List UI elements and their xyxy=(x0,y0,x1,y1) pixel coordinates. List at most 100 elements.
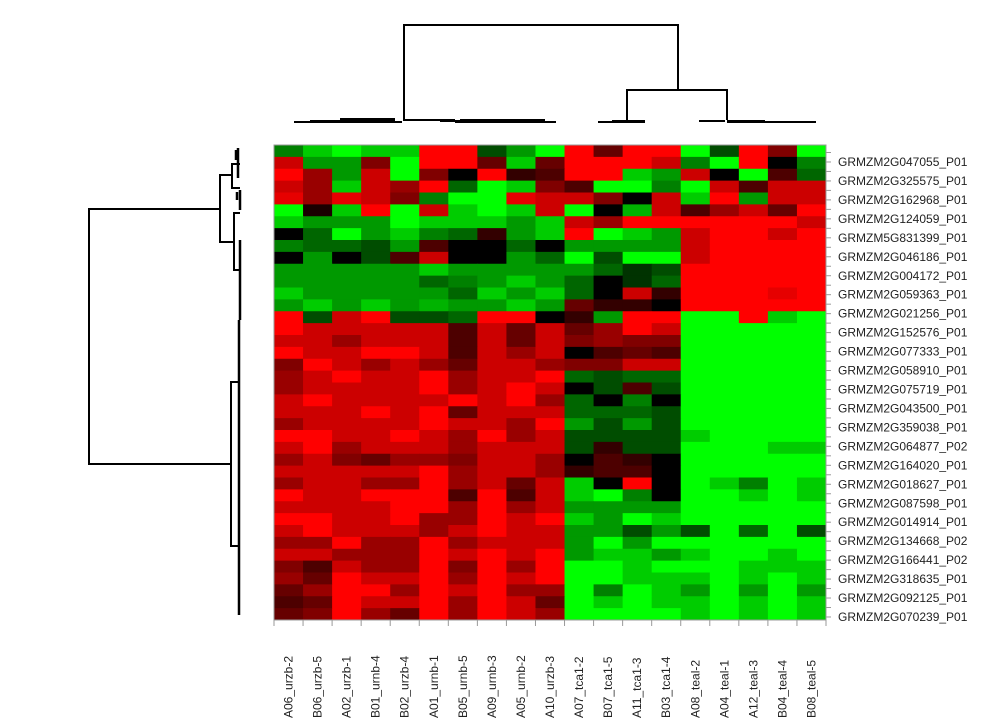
heatmap-cell xyxy=(651,560,682,573)
heatmap-cell xyxy=(303,263,333,277)
heatmap-cell xyxy=(564,560,595,573)
heatmap-cell xyxy=(332,192,362,205)
heatmap-cell xyxy=(796,572,827,585)
heatmap-cell xyxy=(274,501,304,514)
heatmap-cell xyxy=(593,525,624,538)
heatmap-cell xyxy=(274,465,304,478)
heatmap-cell xyxy=(448,596,478,609)
heatmap-cell xyxy=(593,584,624,597)
heatmap-cell xyxy=(419,192,449,205)
heatmap-cell xyxy=(564,584,595,597)
heatmap-cell xyxy=(535,548,566,562)
heatmap-cell xyxy=(361,180,391,193)
row-label: GRMZM2G004172_P01 xyxy=(838,269,968,283)
heatmap-cell xyxy=(419,489,449,502)
heatmap-cell xyxy=(303,418,333,431)
heatmap-cell xyxy=(448,358,478,372)
column-label: A12_teal-3 xyxy=(746,660,760,718)
heatmap-cell xyxy=(332,168,362,182)
heatmap-cell xyxy=(651,346,682,360)
heatmap-cell xyxy=(274,441,304,455)
heatmap-cell xyxy=(448,441,478,455)
heatmap-cell xyxy=(709,596,740,609)
heatmap-cell xyxy=(680,536,711,550)
heatmap-cell xyxy=(506,358,536,372)
heatmap-cell xyxy=(709,418,740,431)
heatmap-cell xyxy=(448,489,478,502)
heatmap-cell xyxy=(361,489,391,502)
heatmap-cell xyxy=(738,346,769,360)
heatmap-cell xyxy=(709,453,740,467)
heatmap-cell xyxy=(274,180,304,193)
heatmap-cell xyxy=(361,382,391,395)
heatmap-cell xyxy=(361,453,391,467)
heatmap-cell xyxy=(390,525,420,538)
column-label: A04_teal-1 xyxy=(717,660,731,718)
heatmap-cell xyxy=(419,180,449,193)
heatmap-cell xyxy=(506,394,536,407)
heatmap-cell xyxy=(274,358,304,372)
heatmap-cell xyxy=(680,584,711,597)
heatmap-cell xyxy=(680,228,711,241)
heatmap-cell xyxy=(419,608,449,621)
heatmap-cell xyxy=(332,441,362,455)
heatmap-cell xyxy=(448,156,478,170)
heatmap-cell xyxy=(564,192,595,205)
heatmap-cell xyxy=(419,228,449,241)
heatmap-cell xyxy=(361,584,391,597)
heatmap-cell xyxy=(332,584,362,597)
heatmap-cell xyxy=(477,263,507,277)
heatmap-cell xyxy=(506,204,536,217)
heatmap-cell xyxy=(535,275,566,288)
heatmap-cell xyxy=(651,311,682,324)
heatmap-cell xyxy=(767,156,798,170)
heatmap-cell xyxy=(477,145,507,158)
heatmap-cell xyxy=(332,525,362,538)
heatmap-cell xyxy=(448,228,478,241)
heatmap-cell xyxy=(622,608,653,621)
heatmap-cell xyxy=(274,145,304,158)
heatmap-cell xyxy=(361,465,391,478)
heatmap-cell xyxy=(622,370,653,383)
heatmap-cell xyxy=(419,156,449,170)
heatmap-cell xyxy=(593,204,624,217)
heatmap-cell xyxy=(796,323,827,336)
heatmap-cell xyxy=(274,418,304,431)
heatmap-cell xyxy=(274,346,304,360)
heatmap-cell xyxy=(361,525,391,538)
heatmap-cell xyxy=(622,204,653,217)
row-label: GRMZM2G087598_P01 xyxy=(838,496,968,510)
heatmap-cell xyxy=(738,596,769,609)
heatmap-cell xyxy=(738,453,769,467)
column-label: B03_tca1-4 xyxy=(659,656,673,718)
row-labels: GRMZM2G047055_P01 GRMZM2G325575_P01 GRMZM2… xyxy=(838,155,968,624)
heatmap-cell xyxy=(448,311,478,324)
heatmap-cell xyxy=(361,477,391,490)
heatmap-cell xyxy=(448,287,478,300)
heatmap-cell xyxy=(709,358,740,372)
heatmap-cell xyxy=(767,536,798,550)
heatmap-cell xyxy=(535,536,566,550)
heatmap-cell xyxy=(361,572,391,585)
heatmap-cell xyxy=(303,204,333,217)
heatmap-cell xyxy=(274,370,304,383)
heatmap-cell xyxy=(535,358,566,372)
heatmap-cell xyxy=(477,204,507,217)
heatmap-cell xyxy=(796,228,827,241)
heatmap-cell xyxy=(564,251,595,265)
heatmap-cell xyxy=(390,489,420,502)
heatmap-cell xyxy=(651,156,682,170)
heatmap-cell xyxy=(448,335,478,348)
heatmap-cell xyxy=(361,548,391,562)
heatmap-cell xyxy=(448,501,478,514)
heatmap-cell xyxy=(651,263,682,277)
row-dendrogram-top-cluster xyxy=(219,174,234,243)
column-label: A05_urnb-2 xyxy=(514,655,528,718)
row-label: GRMZM2G134668_P02 xyxy=(838,534,968,548)
heatmap-cell xyxy=(564,572,595,585)
heatmap-cell xyxy=(796,382,827,395)
heatmap-cell xyxy=(622,299,653,312)
heatmap-cell xyxy=(303,536,333,550)
heatmap-cell xyxy=(506,608,536,621)
